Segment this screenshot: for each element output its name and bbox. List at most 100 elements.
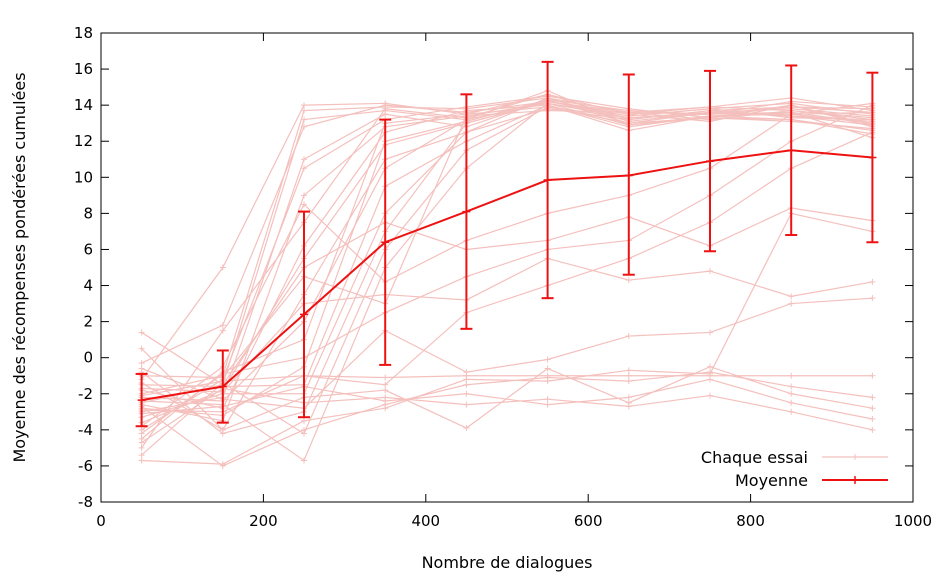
trial-point — [219, 322, 226, 329]
trial-point — [788, 293, 795, 300]
trial-point — [138, 444, 145, 451]
x-tick-label: 600 — [574, 512, 603, 530]
trial-point — [463, 372, 470, 379]
trial-point — [138, 365, 145, 372]
trial-line-25 — [141, 131, 873, 413]
trial-point — [301, 123, 307, 130]
trial-point — [301, 107, 307, 114]
trial-point — [301, 156, 307, 163]
trial-point — [544, 396, 551, 403]
trial-point — [138, 457, 145, 464]
legend-marker-trials — [852, 454, 858, 460]
trial-point — [625, 403, 632, 410]
trial-point — [625, 372, 632, 379]
y-tick-label: -2 — [78, 385, 93, 403]
trial-line-2 — [141, 97, 873, 395]
y-tick-label: 10 — [74, 168, 93, 186]
trial-point — [301, 116, 307, 123]
trial-line-19 — [141, 102, 873, 462]
axes — [100, 32, 914, 503]
legend-marker-mean — [851, 476, 859, 484]
mean-point — [218, 382, 227, 391]
trial-line-20 — [141, 106, 873, 379]
y-tick-label: 12 — [74, 132, 93, 150]
trial-point — [788, 390, 795, 397]
trial-point — [869, 372, 876, 379]
trial-point — [382, 105, 389, 112]
trial-point — [301, 417, 307, 424]
trial-line-15 — [141, 104, 873, 388]
y-tick-label: 8 — [83, 204, 93, 222]
trial-line-18 — [141, 106, 873, 456]
trial-point — [382, 111, 389, 118]
legend: Chaque essai Moyenne — [701, 448, 888, 490]
x-tick-label: 0 — [96, 512, 106, 530]
plot-frame — [100, 32, 914, 503]
trial-line-31 — [141, 387, 873, 443]
trial-point — [138, 452, 145, 459]
trial-point — [301, 201, 307, 208]
trial-line-21 — [141, 113, 873, 427]
mean-point — [706, 157, 714, 166]
trial-point — [788, 300, 795, 307]
trial-point — [544, 374, 551, 381]
trial-point — [625, 394, 632, 401]
trial-point — [382, 394, 389, 401]
trial-line-30 — [141, 378, 873, 420]
trial-line-27 — [141, 212, 873, 465]
trial-point — [869, 295, 876, 302]
trial-line-22 — [141, 207, 873, 404]
trial-line-8 — [141, 93, 873, 449]
trial-point — [869, 278, 876, 285]
trial-point — [463, 401, 470, 408]
x-tick-label: 200 — [249, 512, 278, 530]
mean-point — [381, 238, 390, 247]
legend-label-trials: Chaque essai — [701, 448, 808, 467]
mean-point — [462, 207, 471, 216]
y-tick-label: -6 — [78, 457, 93, 475]
trial-point — [625, 277, 632, 284]
mean-line-with-error-bars — [135, 60, 879, 428]
y-tick-label: 6 — [83, 240, 93, 258]
trial-line-32 — [141, 371, 873, 467]
trial-point — [382, 401, 389, 408]
trial-line-24 — [141, 104, 873, 434]
trial-point — [301, 426, 307, 433]
trial-point — [138, 345, 145, 352]
y-tick-label: 4 — [83, 277, 93, 295]
trial-line-4 — [141, 100, 873, 364]
trial-point — [788, 399, 795, 406]
mean-point — [787, 146, 796, 155]
trial-point — [625, 378, 632, 385]
y-tick-label: 0 — [83, 349, 93, 367]
mean-point — [137, 396, 146, 405]
mean-point — [300, 310, 308, 319]
trial-point — [138, 430, 145, 437]
trial-point — [625, 333, 632, 340]
trial-point — [382, 381, 389, 388]
trial-lines — [138, 87, 876, 469]
trial-point — [301, 102, 307, 109]
trial-point — [707, 329, 713, 336]
y-tick-label: 2 — [83, 313, 93, 331]
trial-line-1 — [141, 93, 873, 380]
y-axis-title: Moyenne des récompenses pondérées cumulé… — [10, 72, 29, 462]
tick-labels: -8 -6 -4 -2 0 2 4 6 8 10 12 14 16 18 0 200 400 600 800 1000 — [74, 24, 932, 530]
trial-point — [219, 327, 226, 334]
trial-line-14 — [141, 99, 873, 417]
trial-point — [869, 394, 876, 401]
trial-point — [219, 462, 226, 469]
trial-point — [788, 408, 795, 415]
trial-point — [463, 390, 470, 397]
x-axis-title: Nombre de dialogues — [422, 553, 593, 572]
trial-point — [788, 383, 795, 390]
x-tick-label: 400 — [411, 512, 440, 530]
trial-line-12 — [141, 102, 873, 402]
trial-point — [707, 268, 713, 275]
mean-line — [141, 149, 873, 402]
trial-point — [219, 264, 226, 271]
trial-point — [463, 381, 470, 388]
trial-point — [382, 374, 389, 381]
y-tick-label: -8 — [78, 493, 93, 511]
trial-line-26 — [141, 297, 873, 409]
